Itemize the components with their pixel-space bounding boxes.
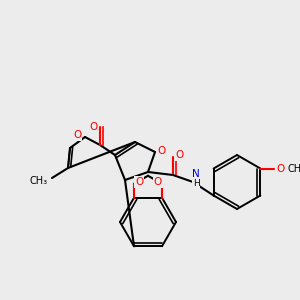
Text: O: O	[158, 146, 166, 156]
Text: O: O	[276, 164, 285, 173]
Text: O: O	[135, 177, 143, 187]
Text: N: N	[192, 169, 200, 179]
Text: O: O	[89, 122, 97, 132]
Text: H: H	[193, 179, 200, 188]
Text: O: O	[73, 130, 81, 140]
Text: O: O	[154, 177, 162, 187]
Text: CH₃: CH₃	[30, 176, 48, 186]
Text: O: O	[175, 150, 183, 160]
Text: CH₃: CH₃	[287, 164, 300, 173]
